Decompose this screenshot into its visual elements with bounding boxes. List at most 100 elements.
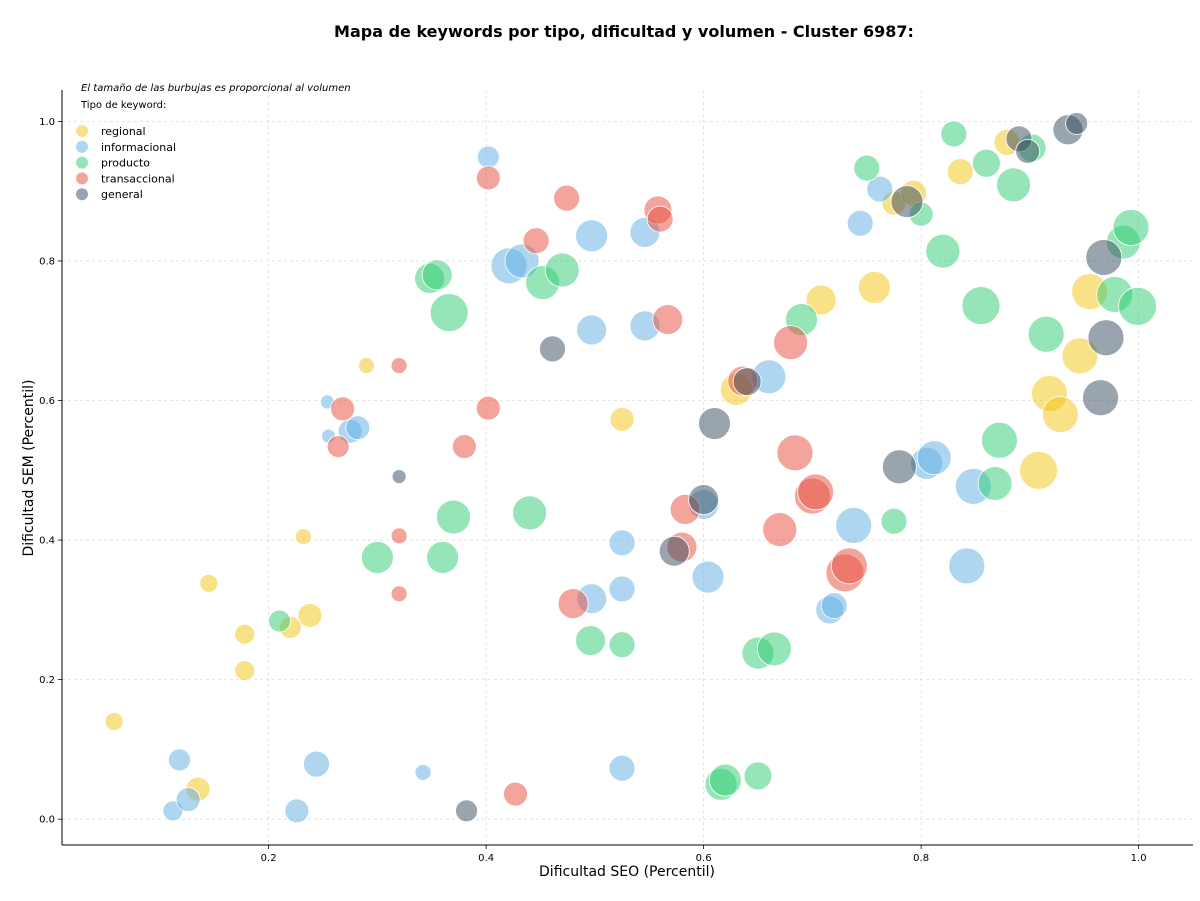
bubble-producto [1027,315,1065,353]
bubble-producto [575,625,606,656]
bubble-general [732,367,762,397]
bubble-general [658,535,690,567]
bubble-producto [971,148,1001,178]
bubble-general [391,469,407,484]
bubble-informacional [608,529,636,557]
bubble-producto [853,154,881,182]
bubble-producto [880,507,908,535]
bubble-producto [608,631,636,659]
bubble-transaccional [762,512,798,548]
bubble-producto [1112,209,1150,246]
bubble-regional [1061,337,1099,375]
bubble-informacional [846,209,874,237]
bubble-informacional [175,787,201,813]
x-tick-label: 0.6 [696,853,712,864]
bubble-transaccional [475,165,501,191]
bubble-producto [426,541,460,574]
bubble-transaccional [390,585,408,603]
bubble-informacional [916,440,952,476]
bubble-general [1082,379,1119,417]
bubble-regional [805,284,837,316]
bubble-producto [981,421,1018,459]
legend-marker-producto [76,156,88,169]
x-tick-label: 0.8 [913,853,929,864]
x-tick-label: 1.0 [1131,853,1147,864]
bubble-informacional [608,575,636,603]
bubble-producto [268,609,291,633]
legend-marker-transaccional [76,172,88,185]
bubble-regional [857,271,891,304]
bubble-transaccional [390,357,408,375]
legend: El tamaño de las burbujas es proporciona… [76,83,351,201]
bubble-informacional [575,219,609,253]
bubble-producto [1118,286,1157,326]
bubble-transaccional [830,547,868,585]
bubble-informacional [284,798,310,824]
bubble-general [890,185,924,219]
legend-label-general: general [101,188,143,201]
legend-label-informacional: informacional [101,141,176,154]
axes: 0.2 0.4 0.6 0.8 1.0 0.0 0.2 0.4 0.6 0.8 1.0 [39,90,1193,864]
bubble-general [698,407,731,440]
bubble-general [1085,239,1123,276]
bubble-transaccional [557,588,589,619]
bubble-regional [358,357,375,375]
legend-label-regional: regional [101,125,146,138]
bubble-transaccional [553,184,580,212]
x-tick-label: 0.4 [478,853,494,864]
bubble-general [455,799,478,823]
bubble-general [1065,112,1089,135]
bubble-producto [436,499,471,535]
bubble-transaccional [451,434,477,459]
bubble-transaccional [326,435,350,458]
legend-marker-general [76,188,88,201]
bubble-transaccional [652,304,684,335]
bubble-transaccional [522,227,550,255]
bubble-informacional [414,764,432,781]
bubble-producto [961,286,1001,326]
bubble-transaccional [503,781,528,807]
bubble-informacional [835,507,873,544]
bubble-producto [512,495,548,531]
bubble-regional [234,660,256,681]
bubble-producto [429,293,469,332]
bubble-transaccional [776,434,814,472]
legend-label-producto: producto [101,157,150,170]
x-axis-label: Dificultad SEO (Percentil) [539,864,715,880]
bubble-producto [996,167,1031,203]
bubble-transaccional [330,396,355,422]
y-tick-label: 0.4 [39,536,55,547]
bubble-informacional [820,592,848,620]
bubble-transaccional [646,205,674,233]
bubble-producto [977,466,1013,501]
chart-title: Mapa de keywords por tipo, dificultad y … [334,22,914,41]
bubble-informacional [168,748,191,772]
bubble-producto [360,541,394,574]
y-tick-label: 0.6 [39,396,55,407]
bubble-informacional [303,750,330,778]
bubble-regional [609,406,635,432]
bubble-producto [925,233,961,269]
bubble-informacional [576,314,608,346]
bubble-informacional [476,145,500,169]
volume-note: El tamaño de las burbujas es proporciona… [81,83,351,94]
y-tick-label: 0.2 [39,675,55,686]
bubble-transaccional [773,325,809,360]
bubble-transaccional [390,527,408,545]
bubble-producto [544,252,580,288]
bubble-regional [199,573,219,593]
bubble-transaccional [797,473,835,511]
bubble-regional [297,603,323,628]
y-tick-label: 0.0 [39,815,55,826]
bubble-producto [756,631,792,667]
bubble-regional [946,158,974,186]
bubble-general [1087,319,1125,357]
bubble-regional [104,712,124,731]
bubble-regional [1019,450,1058,490]
y-tick-label: 0.8 [39,256,55,267]
y-axis-label: Dificultad SEM (Percentil) [21,380,37,557]
bubble-producto [940,120,968,148]
bubble-regional [295,528,312,545]
bubble-producto [708,763,742,797]
